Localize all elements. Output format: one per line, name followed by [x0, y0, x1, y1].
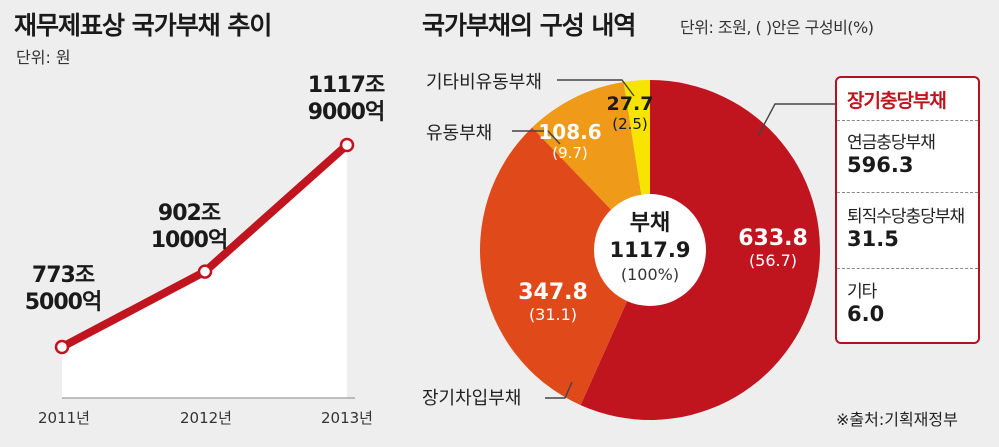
x-tick-2011: 2011년 [38, 409, 90, 427]
pie-label-long-term-provisions-percent: (56.7) [748, 251, 798, 270]
pie-label-current-percent: (9.7) [552, 144, 588, 162]
line-data-label-2013-line2: 9000억 [307, 100, 385, 125]
breakdown-divider [837, 120, 978, 121]
breakdown-item-other-value: 6.0 [847, 302, 885, 326]
line-data-label-2012-line1: 902조 [157, 201, 221, 226]
breakdown-item-retirement-name: 퇴직수당충당부채 [847, 207, 965, 227]
pie-center-line3: (100%) [620, 265, 680, 284]
source-note: ※출처:기획재정부 [836, 410, 958, 429]
pie-label-long-term-borrowings: 347.8 (31.1) [508, 280, 598, 324]
pie-center-line2: 1117.9 [609, 238, 691, 262]
line-data-label-2013: 1117조 9000억 [294, 72, 398, 126]
line-chart [54, 137, 355, 399]
pie-chart-title: 국가부채의 구성 내역 [422, 11, 636, 40]
long-term-provisions-breakdown: 장기충당부채 연금충당부채 596.3 퇴직수당충당부채 31.5 기타 6.0 [835, 76, 980, 344]
line-data-label-2012-line2: 1000억 [150, 228, 228, 253]
pie-label-long-term-borrowings-percent: (31.1) [528, 305, 578, 324]
line-data-label-2012: 902조 1000억 [143, 200, 235, 254]
pie-slice-long-term-borrowings [479, 127, 650, 406]
line-area [62, 145, 347, 398]
breakdown-divider [837, 268, 978, 269]
breakdown-item-pension-value: 596.3 [847, 153, 914, 177]
pie-label-current-value: 108.6 [538, 120, 602, 144]
line-data-label-2011-line1: 773조 [31, 263, 95, 288]
pie-label-long-term-provisions-value: 633.8 [738, 226, 808, 251]
line-point-2011 [54, 339, 70, 355]
leader-long-term-borrowings [545, 381, 573, 399]
breakdown-item-pension-name: 연금충당부채 [847, 133, 936, 153]
pie-category-long-term-borrowings: 장기차입부채 [422, 388, 522, 409]
line-data-label-2011-line2: 5000억 [24, 290, 102, 315]
leader-long-term-provisions [757, 103, 835, 137]
breakdown-title: 장기충당부채 [847, 90, 947, 112]
line-data-label-2013-line1: 1117조 [307, 73, 385, 98]
pie-center-label: 부채 1117.9 (100%) [600, 211, 700, 287]
line-point-2013 [339, 137, 355, 153]
breakdown-divider [837, 192, 978, 193]
breakdown-item-retirement-value: 31.5 [847, 227, 899, 251]
line-chart-title: 재무제표상 국가부채 추이 [14, 11, 272, 40]
breakdown-item-other-name: 기타 [847, 282, 877, 302]
pie-chart-unit: 단위: 조원, ( )안은 구성비(%) [680, 18, 874, 37]
pie-label-other-noncurrent: 27.7 (2.5) [604, 93, 656, 133]
pie-label-long-term-borrowings-value: 347.8 [518, 280, 588, 305]
leader-current [512, 130, 561, 145]
pie-center-hole [594, 194, 706, 306]
line-chart-unit: 단위: 원 [16, 48, 71, 67]
pie-label-other-noncurrent-percent: (2.5) [612, 115, 648, 133]
pie-category-current: 유동부채 [426, 123, 493, 144]
line-data-label-2011: 773조 5000억 [18, 262, 108, 316]
x-tick-2013: 2013년 [321, 409, 373, 427]
pie-center-line1: 부채 [629, 211, 671, 236]
x-tick-2012: 2012년 [180, 409, 232, 427]
pie-category-other-noncurrent: 기타비유동부채 [426, 72, 542, 93]
leader-other-noncurrent [557, 79, 635, 97]
pie-label-long-term-provisions: 633.8 (56.7) [728, 226, 818, 270]
line-point-2012 [197, 264, 213, 279]
pie-label-other-noncurrent-value: 27.7 [606, 93, 654, 115]
pie-label-current: 108.6 (9.7) [532, 120, 608, 162]
